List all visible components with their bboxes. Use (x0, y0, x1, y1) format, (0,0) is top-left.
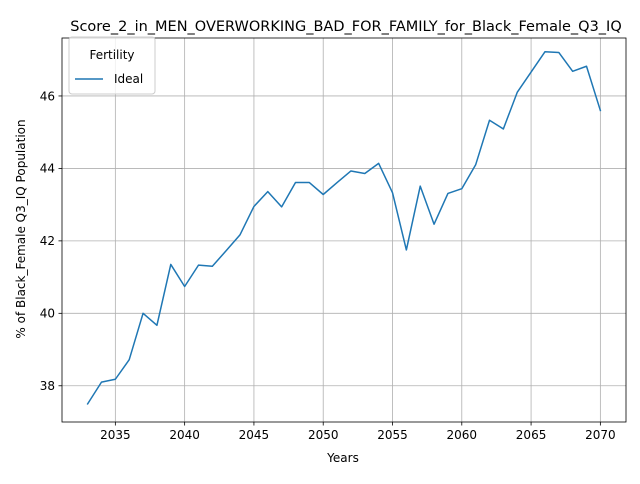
series-line-ideal (86, 51, 602, 405)
x-tick-label: 2040 (169, 428, 200, 442)
plot-area (62, 38, 626, 422)
y-tick-label: 40 (40, 307, 55, 321)
x-tick-label: 2065 (516, 428, 547, 442)
x-axis-label: Years (326, 451, 359, 465)
y-tick-label: 42 (40, 234, 55, 248)
x-tick-label: 2035 (100, 428, 131, 442)
y-axis-label: % of Black_Female Q3_IQ Population (14, 119, 28, 338)
y-tick-label: 38 (40, 379, 55, 393)
legend-title: Fertility (89, 48, 134, 62)
legend: Fertility Ideal (68, 36, 156, 95)
x-tick-label: 2055 (377, 428, 408, 442)
x-tick-label: 2045 (239, 428, 270, 442)
y-tick-label: 44 (40, 162, 55, 176)
legend-entry-ideal: Ideal (114, 72, 143, 86)
grid-lines (62, 38, 626, 422)
chart-title: Score_2_in_MEN_OVERWORKING_BAD_FOR_FAMIL… (70, 19, 622, 35)
y-tick-label: 46 (40, 89, 55, 103)
x-tick-label: 2070 (585, 428, 616, 442)
plot-frame (61, 37, 627, 423)
axis-ticks: 2035 2040 2045 2050 2055 2060 2065 2070 38 40 42 44… (40, 89, 616, 442)
series-layer (86, 51, 602, 405)
x-tick-label: 2050 (308, 428, 339, 442)
x-tick-label: 2060 (447, 428, 478, 442)
